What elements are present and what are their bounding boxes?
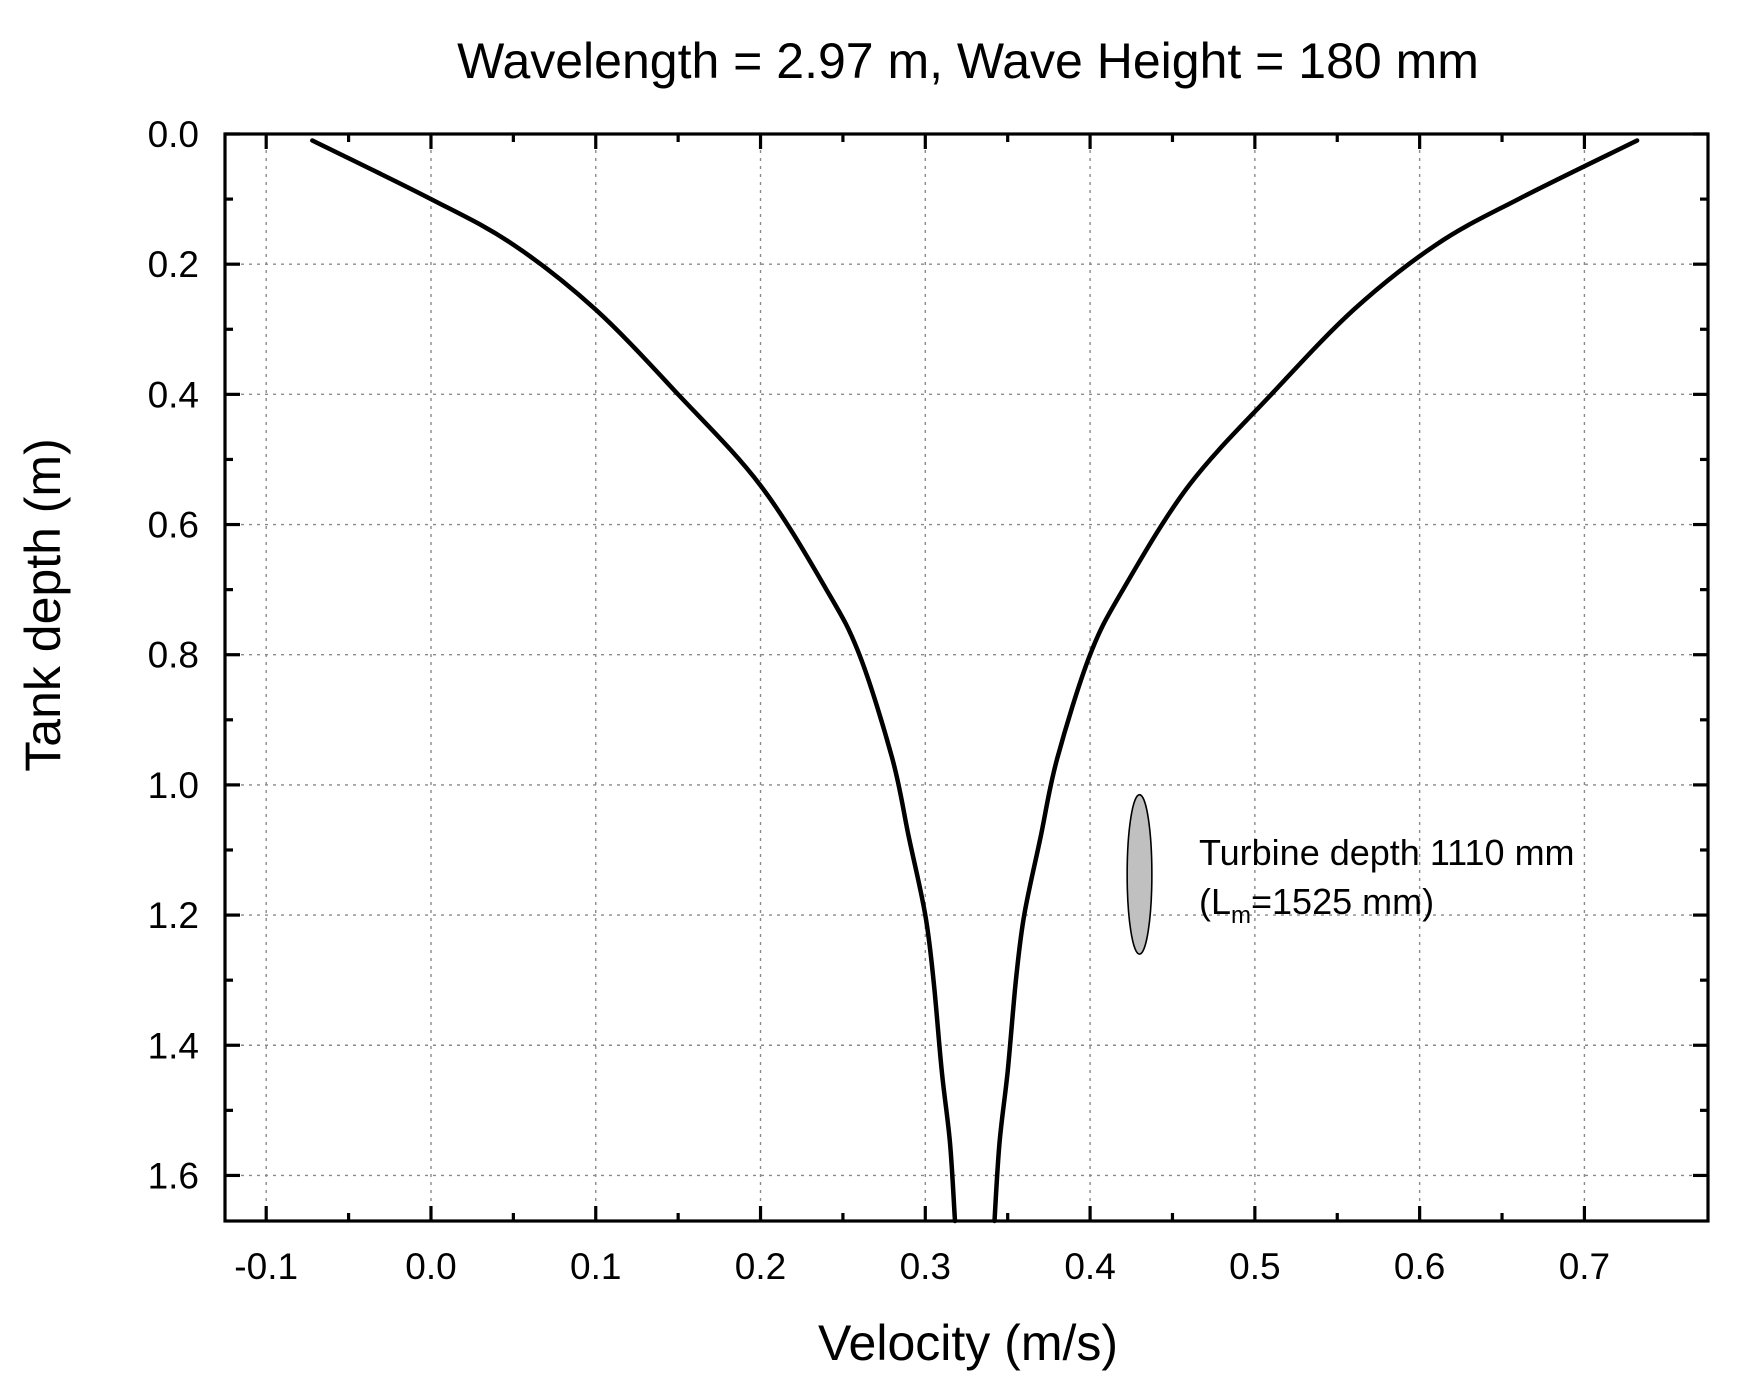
y-tick-label: 1.0 (148, 765, 199, 806)
x-axis-label: Velocity (m/s) (818, 1315, 1118, 1371)
turbine-length-prefix: (L (1199, 881, 1231, 922)
turbine-depth-label: Turbine depth 1110 mm (1199, 832, 1575, 873)
y-tick-label: 0.8 (148, 635, 199, 676)
y-tick-label: 0.4 (148, 374, 199, 415)
y-tick-label: 0.0 (148, 114, 199, 155)
y-tick-label: 1.4 (148, 1025, 199, 1066)
turbine-length-label: (Lm=1525 mm) (1199, 881, 1434, 929)
y-tick-label: 1.2 (148, 895, 199, 936)
x-tick-label: 0.7 (1559, 1246, 1610, 1287)
y-tick-label: 0.6 (148, 505, 199, 546)
turbine-length-suffix: =1525 mm) (1251, 881, 1434, 922)
axis-ticks (225, 132, 1708, 1221)
y-axis-label: Tank depth (m) (15, 438, 71, 771)
series-line-velocity-envelope-right (992, 138, 1640, 1224)
turbine-annotation: Turbine depth 1110 mm (Lm=1525 mm) (1126, 793, 1575, 955)
series-line-velocity-envelope-left (310, 138, 958, 1224)
x-tick-label: 0.4 (1064, 1246, 1115, 1287)
plot-frame (223, 132, 1710, 1223)
x-tick-label: 0.1 (570, 1246, 621, 1287)
x-tick-label: 0.0 (405, 1246, 456, 1287)
grid (225, 134, 1708, 1221)
turbine-length-subscript: m (1231, 902, 1251, 929)
x-tick-label: 0.5 (1229, 1246, 1280, 1287)
tick-labels: -0.1 0.0 0.1 0.2 0.3 0.4 0.5 0.6 0.7 0.0 0.2 0.4 0.6… (148, 114, 1611, 1287)
x-tick-label: 0.3 (900, 1246, 951, 1287)
y-tick-label: 0.2 (148, 244, 199, 285)
x-tick-label: 0.2 (735, 1246, 786, 1287)
chart-title: Wavelength = 2.97 m, Wave Height = 180 m… (457, 33, 1479, 89)
y-tick-label: 1.6 (148, 1155, 199, 1196)
x-tick-label: -0.1 (234, 1246, 298, 1287)
x-tick-label: 0.6 (1394, 1246, 1445, 1287)
curves (310, 138, 1640, 1224)
turbine-marker (1126, 793, 1153, 955)
